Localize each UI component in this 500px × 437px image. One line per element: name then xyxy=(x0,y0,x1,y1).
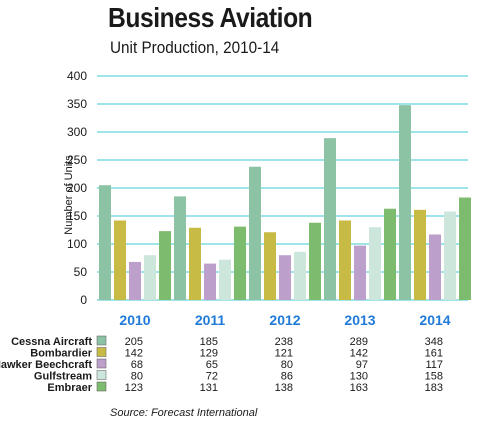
x-tick-label: 2014 xyxy=(419,312,450,328)
bar xyxy=(234,226,246,300)
bar xyxy=(339,220,351,300)
data-table-cell: 86 xyxy=(281,371,293,383)
legend-swatch xyxy=(96,347,107,357)
legend-row-label: Cessna Aircraft xyxy=(11,336,92,348)
y-tick-label: 350 xyxy=(67,97,87,111)
y-tick-label: 200 xyxy=(67,181,87,195)
bar xyxy=(174,196,186,300)
bar xyxy=(204,263,216,300)
data-table-cell: 97 xyxy=(356,359,368,371)
legend-swatch xyxy=(96,335,107,346)
legend-swatch xyxy=(96,370,107,380)
bar xyxy=(309,222,321,300)
source-note: Source: Forecast International xyxy=(110,407,258,419)
x-axis-year-labels: 2010 2011 2012 2013 2014 xyxy=(119,312,450,328)
data-table-cell: 123 xyxy=(125,382,143,394)
data-table-cell: 142 xyxy=(350,348,368,360)
bar xyxy=(144,255,156,300)
data-table-cell: 163 xyxy=(350,382,368,394)
legend-swatch xyxy=(96,358,107,369)
y-tick-label: 100 xyxy=(67,237,87,251)
legend-swatch xyxy=(96,381,107,392)
bar xyxy=(294,251,306,300)
data-table-cell: 65 xyxy=(206,359,218,371)
data-table-cell: 238 xyxy=(275,336,293,348)
y-axis-ticks: 0 50 100 150 200 250 300 350 400 xyxy=(67,69,87,307)
bar xyxy=(219,259,231,300)
data-table-cell: 185 xyxy=(200,336,218,348)
data-table-cell: 131 xyxy=(200,382,218,394)
x-tick-label: 2011 xyxy=(195,312,226,328)
chart-title: Business Aviation xyxy=(108,2,313,33)
data-table-cell: 129 xyxy=(200,348,218,360)
data-table-cell: 158 xyxy=(425,371,443,383)
data-table-cell: 289 xyxy=(350,336,368,348)
legend-row-label: Hawker Beechcraft xyxy=(0,359,92,371)
bar xyxy=(279,255,291,300)
bars xyxy=(99,105,471,301)
y-tick-label: 150 xyxy=(67,209,87,223)
bar xyxy=(114,220,126,300)
x-tick-label: 2010 xyxy=(119,312,150,328)
bar xyxy=(429,234,441,300)
data-table-cell: 348 xyxy=(425,336,443,348)
y-tick-label: 50 xyxy=(74,265,88,279)
legend-row-label: Embraer xyxy=(47,382,92,394)
bar xyxy=(129,261,141,300)
data-table-cell: 142 xyxy=(125,348,143,360)
bar xyxy=(159,231,171,300)
data-table-cell: 72 xyxy=(206,371,218,383)
bar xyxy=(459,197,471,300)
data-table-cell: 161 xyxy=(425,348,443,360)
data-table-cell: 80 xyxy=(281,359,293,371)
chart-subtitle: Unit Production, 2010-14 xyxy=(110,38,280,57)
y-axis-label: Number of Units xyxy=(63,155,75,235)
bar xyxy=(384,208,396,300)
bar xyxy=(99,185,111,300)
bar xyxy=(399,105,411,301)
bar xyxy=(264,232,276,300)
data-table-cell: 117 xyxy=(425,359,443,371)
bar xyxy=(189,227,201,300)
bar xyxy=(249,166,261,300)
bar xyxy=(324,138,336,300)
legend-row-label: Gulfstream xyxy=(34,371,92,383)
data-table-cell: 205 xyxy=(125,336,143,348)
bar xyxy=(414,209,426,300)
data-table-cell: 138 xyxy=(275,382,293,394)
bar xyxy=(369,227,381,300)
legend-row-label: Bombardier xyxy=(30,348,92,360)
y-tick-label: 400 xyxy=(67,69,87,83)
y-tick-label: 300 xyxy=(67,125,87,139)
data-table-cell: 80 xyxy=(131,371,143,383)
bar xyxy=(354,245,366,300)
y-tick-label: 0 xyxy=(80,293,87,307)
data-table-cell: 130 xyxy=(350,371,368,383)
y-tick-label: 250 xyxy=(67,153,87,167)
data-table-cell: 121 xyxy=(275,348,293,360)
bar xyxy=(444,211,456,300)
data-table-cell: 68 xyxy=(131,359,143,371)
data-table: Cessna Aircraft 205 185 238 289 348 Bombardier… xyxy=(0,335,443,394)
x-tick-label: 2013 xyxy=(344,312,375,328)
data-table-cell: 183 xyxy=(425,382,443,394)
x-tick-label: 2012 xyxy=(269,312,300,328)
